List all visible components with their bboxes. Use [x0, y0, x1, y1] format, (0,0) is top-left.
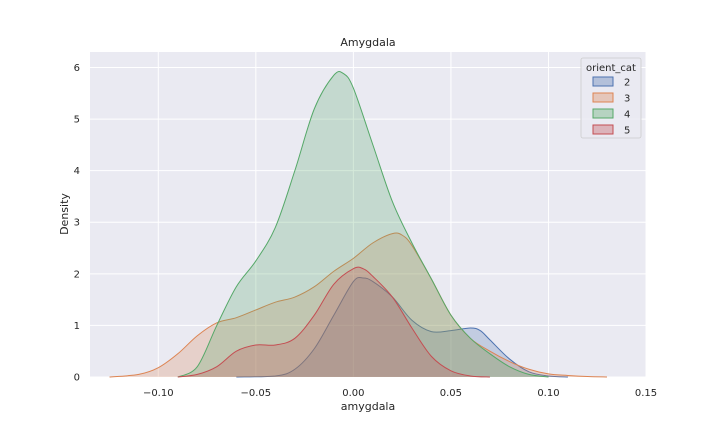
- density-fill-3: [109, 232, 607, 377]
- legend-label-2: 2: [624, 78, 630, 89]
- x-tick-label: −0.05: [240, 388, 271, 399]
- legend-label-5: 5: [624, 126, 630, 137]
- legend-items: 2 3 4 5: [592, 76, 630, 137]
- y-axis-ticks: 0 1 2 3 4 5 6: [74, 63, 80, 384]
- density-fill-5: [177, 267, 490, 377]
- density-line-3: [109, 232, 607, 378]
- legend-swatch-3: [592, 92, 614, 103]
- y-tick-label: 4: [74, 166, 80, 177]
- density-line-2: [236, 276, 568, 378]
- legend-swatch-2: [592, 76, 614, 87]
- x-tick-label: −0.10: [143, 388, 174, 399]
- grid: [90, 52, 647, 378]
- x-tick-label: 0.00: [342, 388, 364, 399]
- x-tick-label: 0.10: [537, 388, 559, 399]
- x-tick-label: 0.15: [635, 388, 657, 399]
- x-axis-ticks: −0.10 −0.05 0.00 0.05 0.10 0.15: [143, 388, 657, 399]
- legend-label-3: 3: [624, 94, 630, 105]
- legend-swatch-5: [592, 124, 614, 135]
- x-tick-label: 0.05: [440, 388, 462, 399]
- legend: orient_cat 2 3 4 5: [580, 57, 642, 139]
- density-line-4: [177, 70, 549, 378]
- y-axis-label: Density: [58, 193, 71, 235]
- x-axis-label: amygdala: [341, 400, 395, 413]
- y-tick-label: 2: [74, 269, 80, 280]
- chart-title: Amygdala: [340, 36, 395, 49]
- legend-title: orient_cat: [586, 63, 636, 74]
- density-fill-2: [236, 277, 568, 377]
- y-tick-label: 0: [74, 373, 80, 384]
- legend-swatch-4: [592, 108, 614, 119]
- y-tick-label: 5: [74, 115, 80, 126]
- density-areas: [109, 70, 607, 378]
- y-tick-label: 3: [74, 218, 80, 229]
- density-line-5: [177, 266, 490, 378]
- legend-label-4: 4: [624, 110, 630, 121]
- plot-background: [90, 52, 646, 377]
- y-tick-label: 1: [74, 321, 80, 332]
- y-tick-label: 6: [74, 63, 80, 74]
- density-fill-4: [177, 71, 549, 377]
